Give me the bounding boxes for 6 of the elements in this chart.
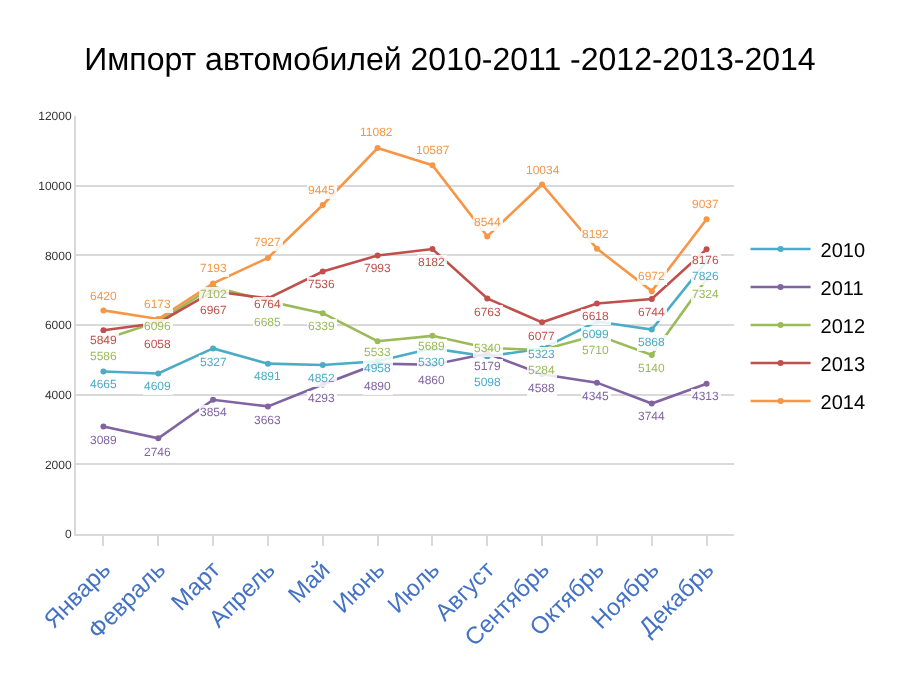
legend-label: 2013 <box>820 354 866 377</box>
legend-label: 2010 <box>820 240 866 263</box>
legend-label: 2011 <box>820 278 865 301</box>
legend-label: 2014 <box>820 392 866 415</box>
chart-title: Импорт автомобилей 2010-2011 -2012-2013-2014 <box>84 43 816 78</box>
legend-label: 2012 <box>820 316 866 339</box>
